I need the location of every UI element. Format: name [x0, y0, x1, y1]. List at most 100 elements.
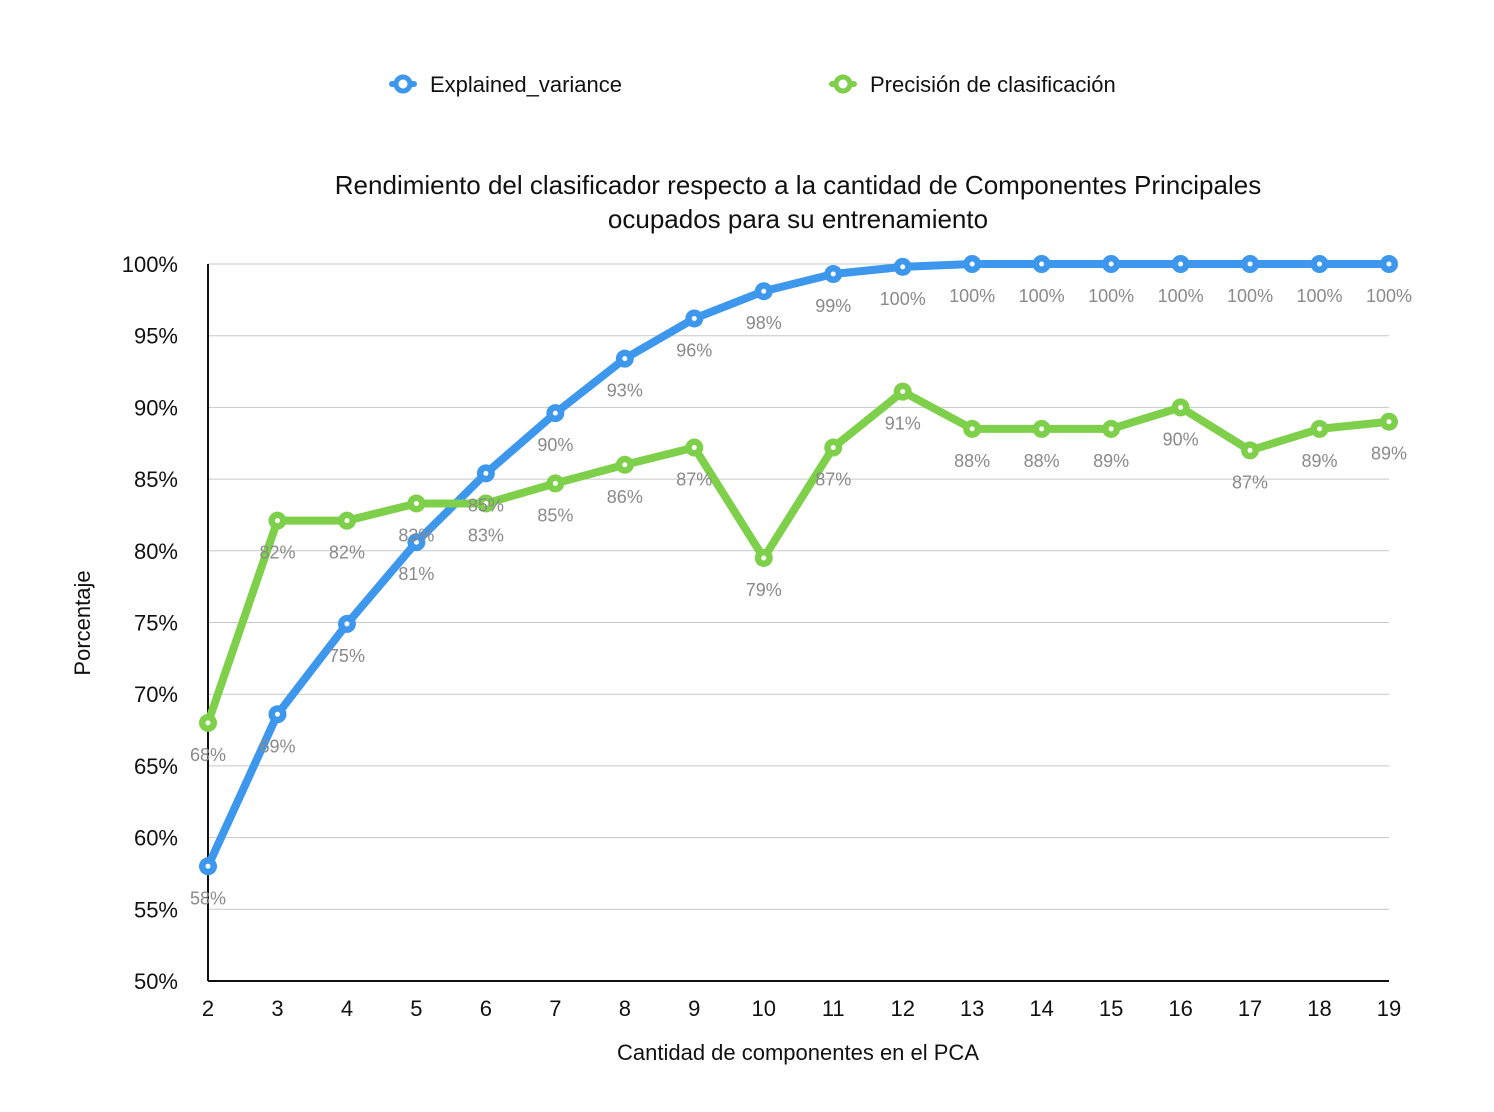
x-tick-label: 8	[619, 996, 631, 1021]
data-label: 85%	[468, 495, 504, 515]
x-axis-label: Cantidad de componentes en el PCA	[617, 1040, 979, 1065]
data-point-center	[274, 518, 280, 524]
data-point-center	[552, 410, 558, 416]
x-tick-label: 18	[1307, 996, 1331, 1021]
data-label: 88%	[954, 451, 990, 471]
data-label: 83%	[398, 525, 434, 545]
data-point-center	[1178, 404, 1184, 410]
y-tick-label: 90%	[134, 395, 178, 420]
data-point-center	[969, 426, 975, 432]
data-label: 69%	[259, 736, 295, 756]
data-point-center	[1108, 261, 1114, 267]
data-label: 96%	[676, 340, 712, 360]
series-0	[199, 255, 1398, 876]
x-tick-label: 2	[202, 996, 214, 1021]
data-label: 79%	[746, 580, 782, 600]
x-axis-ticks: 2 3 4 5 6 7 8 9 10 11 12 13 14 15 16 17 18 19	[202, 996, 1401, 1021]
series-line	[204, 260, 1393, 871]
y-tick-label: 60%	[134, 826, 178, 851]
data-point-center	[830, 271, 836, 277]
legend-label-explained-variance: Explained_variance	[430, 72, 622, 97]
data-point-center	[1039, 261, 1045, 267]
gridlines	[208, 263, 1389, 910]
data-label: 99%	[815, 296, 851, 316]
legend-swatch-marker	[833, 74, 853, 94]
data-point-center	[1386, 261, 1392, 267]
data-point-center	[622, 462, 628, 468]
series-layer	[199, 255, 1398, 876]
chart-title-line-2: ocupados para su entrenamiento	[608, 204, 988, 234]
data-label: 87%	[676, 470, 712, 490]
x-tick-label: 5	[410, 996, 422, 1021]
data-point-center	[344, 621, 350, 627]
data-label: 100%	[1227, 286, 1273, 306]
data-point-center	[1178, 261, 1184, 267]
data-label: 90%	[1163, 429, 1199, 449]
data-label: 85%	[537, 505, 573, 525]
data-point-center	[205, 720, 211, 726]
y-tick-label: 70%	[134, 682, 178, 707]
data-label: 88%	[1024, 451, 1060, 471]
data-label: 83%	[468, 525, 504, 545]
legend-item-precision[interactable]: Precisión de clasificación	[829, 72, 1116, 97]
data-point-center	[483, 500, 489, 506]
data-point-center	[761, 288, 767, 294]
data-point-center	[205, 863, 211, 869]
legend: Explained_variance Precisión de clasific…	[389, 72, 1116, 97]
x-tick-label: 15	[1099, 996, 1123, 1021]
x-tick-label: 9	[688, 996, 700, 1021]
legend-item-explained-variance[interactable]: Explained_variance	[389, 72, 622, 97]
y-axis-ticks: 50% 55% 60% 65% 70% 75% 80% 85% 90% 95% 100%	[122, 252, 178, 994]
data-point-center	[274, 711, 280, 717]
data-point-center	[344, 518, 350, 524]
data-point-center	[413, 500, 419, 506]
x-tick-label: 14	[1029, 996, 1053, 1021]
data-point-center	[1108, 426, 1114, 432]
data-label: 86%	[607, 487, 643, 507]
data-point-center	[483, 470, 489, 476]
y-tick-label: 100%	[122, 252, 178, 277]
x-tick-label: 11	[822, 996, 845, 1021]
data-point-center	[622, 356, 628, 362]
data-label: 100%	[949, 286, 995, 306]
y-tick-label: 85%	[134, 467, 178, 492]
x-tick-label: 4	[341, 996, 353, 1021]
data-point-center	[1317, 426, 1323, 432]
data-label: 89%	[1371, 444, 1407, 464]
data-label: 100%	[1088, 286, 1134, 306]
data-point-center	[1317, 261, 1323, 267]
data-label: 93%	[607, 381, 643, 401]
data-label: 58%	[190, 888, 226, 908]
data-point-center	[552, 480, 558, 486]
data-label: 87%	[1232, 472, 1268, 492]
x-tick-label: 12	[890, 996, 914, 1021]
data-label: 89%	[1302, 451, 1338, 471]
y-tick-label: 65%	[134, 754, 178, 779]
x-tick-label: 17	[1238, 996, 1262, 1021]
legend-label-precision: Precisión de clasificación	[870, 72, 1116, 97]
data-point-center	[830, 445, 836, 451]
data-label: 81%	[398, 564, 434, 584]
data-point-center	[900, 264, 906, 270]
data-labels-layer: 58% 69% 75% 81% 85% 90% 93% 96% 98% 99% 100% 100% 10…	[190, 286, 1412, 908]
x-tick-label: 13	[960, 996, 984, 1021]
data-label: 100%	[1019, 286, 1065, 306]
y-axis-label: Porcentaje	[70, 570, 95, 675]
data-label: 82%	[259, 543, 295, 563]
data-label: 91%	[885, 414, 921, 434]
data-point-center	[969, 261, 975, 267]
x-tick-label: 19	[1377, 996, 1401, 1021]
data-label: 100%	[1366, 286, 1412, 306]
data-label: 90%	[537, 435, 573, 455]
x-tick-label: 10	[752, 996, 776, 1021]
x-tick-label: 7	[549, 996, 561, 1021]
data-point-center	[1247, 261, 1253, 267]
y-tick-label: 95%	[134, 324, 178, 349]
y-tick-label: 75%	[134, 611, 178, 636]
data-point-center	[761, 555, 767, 561]
data-label: 100%	[1297, 286, 1343, 306]
data-label: 87%	[815, 470, 851, 490]
data-label: 68%	[190, 745, 226, 765]
x-tick-label: 3	[271, 996, 283, 1021]
